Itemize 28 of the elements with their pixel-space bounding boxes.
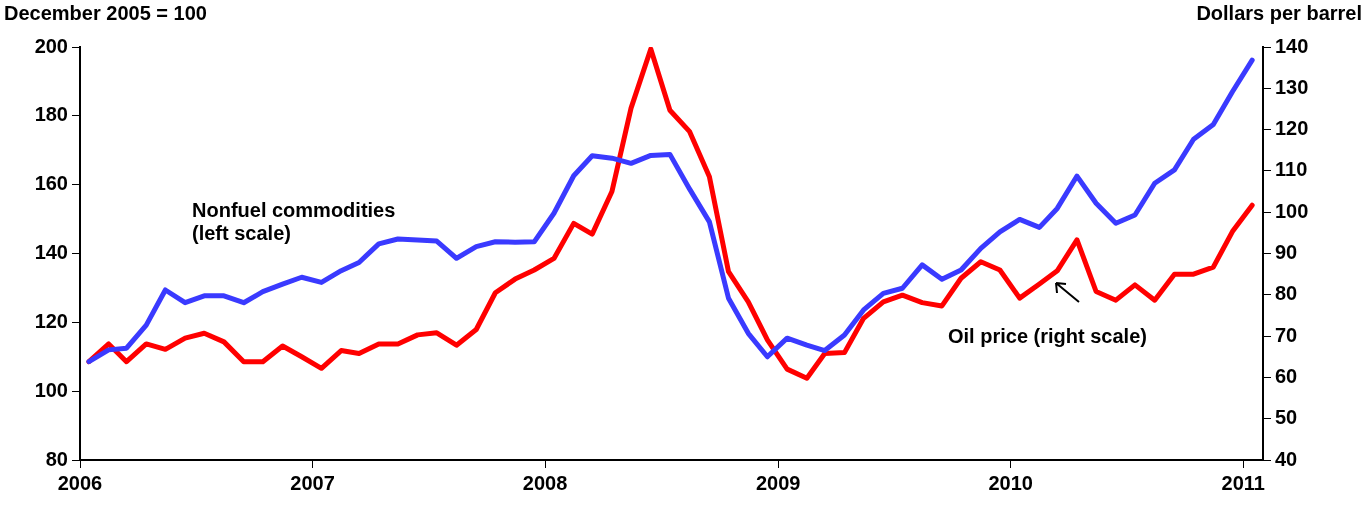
y-tick-label: 80: [45, 447, 68, 470]
y2-tick-label: 40: [1275, 447, 1298, 470]
y-axis-title: December 2005 = 100: [4, 2, 207, 25]
y2-tick-label: 50: [1275, 406, 1298, 429]
y2-tick-label: 90: [1275, 241, 1298, 264]
x-tick-label: 2008: [522, 471, 568, 494]
y-tick-label: 100: [34, 378, 68, 401]
y-tick-label: 120: [34, 309, 68, 332]
y2-tick-label: 130: [1275, 75, 1309, 98]
x-tick-label: 2006: [57, 471, 103, 494]
y-tick-label: 140: [34, 241, 68, 264]
y2-axis-title: Dollars per barrel: [1196, 2, 1362, 25]
x-tick-label: 2007: [290, 471, 335, 494]
annotation: Oil price (right scale): [948, 325, 1147, 348]
y2-tick-label: 80: [1275, 282, 1298, 305]
annotation: Nonfuel commodities (left scale): [192, 199, 396, 245]
y2-tick-label: 100: [1275, 199, 1309, 222]
y-tick-label: 180: [34, 103, 68, 126]
y2-tick-label: 60: [1275, 364, 1298, 387]
x-tick-label: 2010: [988, 471, 1033, 494]
y2-tick-label: 120: [1275, 117, 1309, 140]
y-tick-label: 160: [34, 172, 68, 195]
x-tick-label: 2009: [755, 471, 801, 494]
y-tick-label: 200: [34, 34, 68, 57]
y2-tick-label: 70: [1275, 323, 1298, 346]
x-tick-label: 2011: [1221, 471, 1265, 494]
y2-tick-label: 110: [1275, 158, 1308, 181]
y2-tick-label: 140: [1275, 34, 1309, 57]
